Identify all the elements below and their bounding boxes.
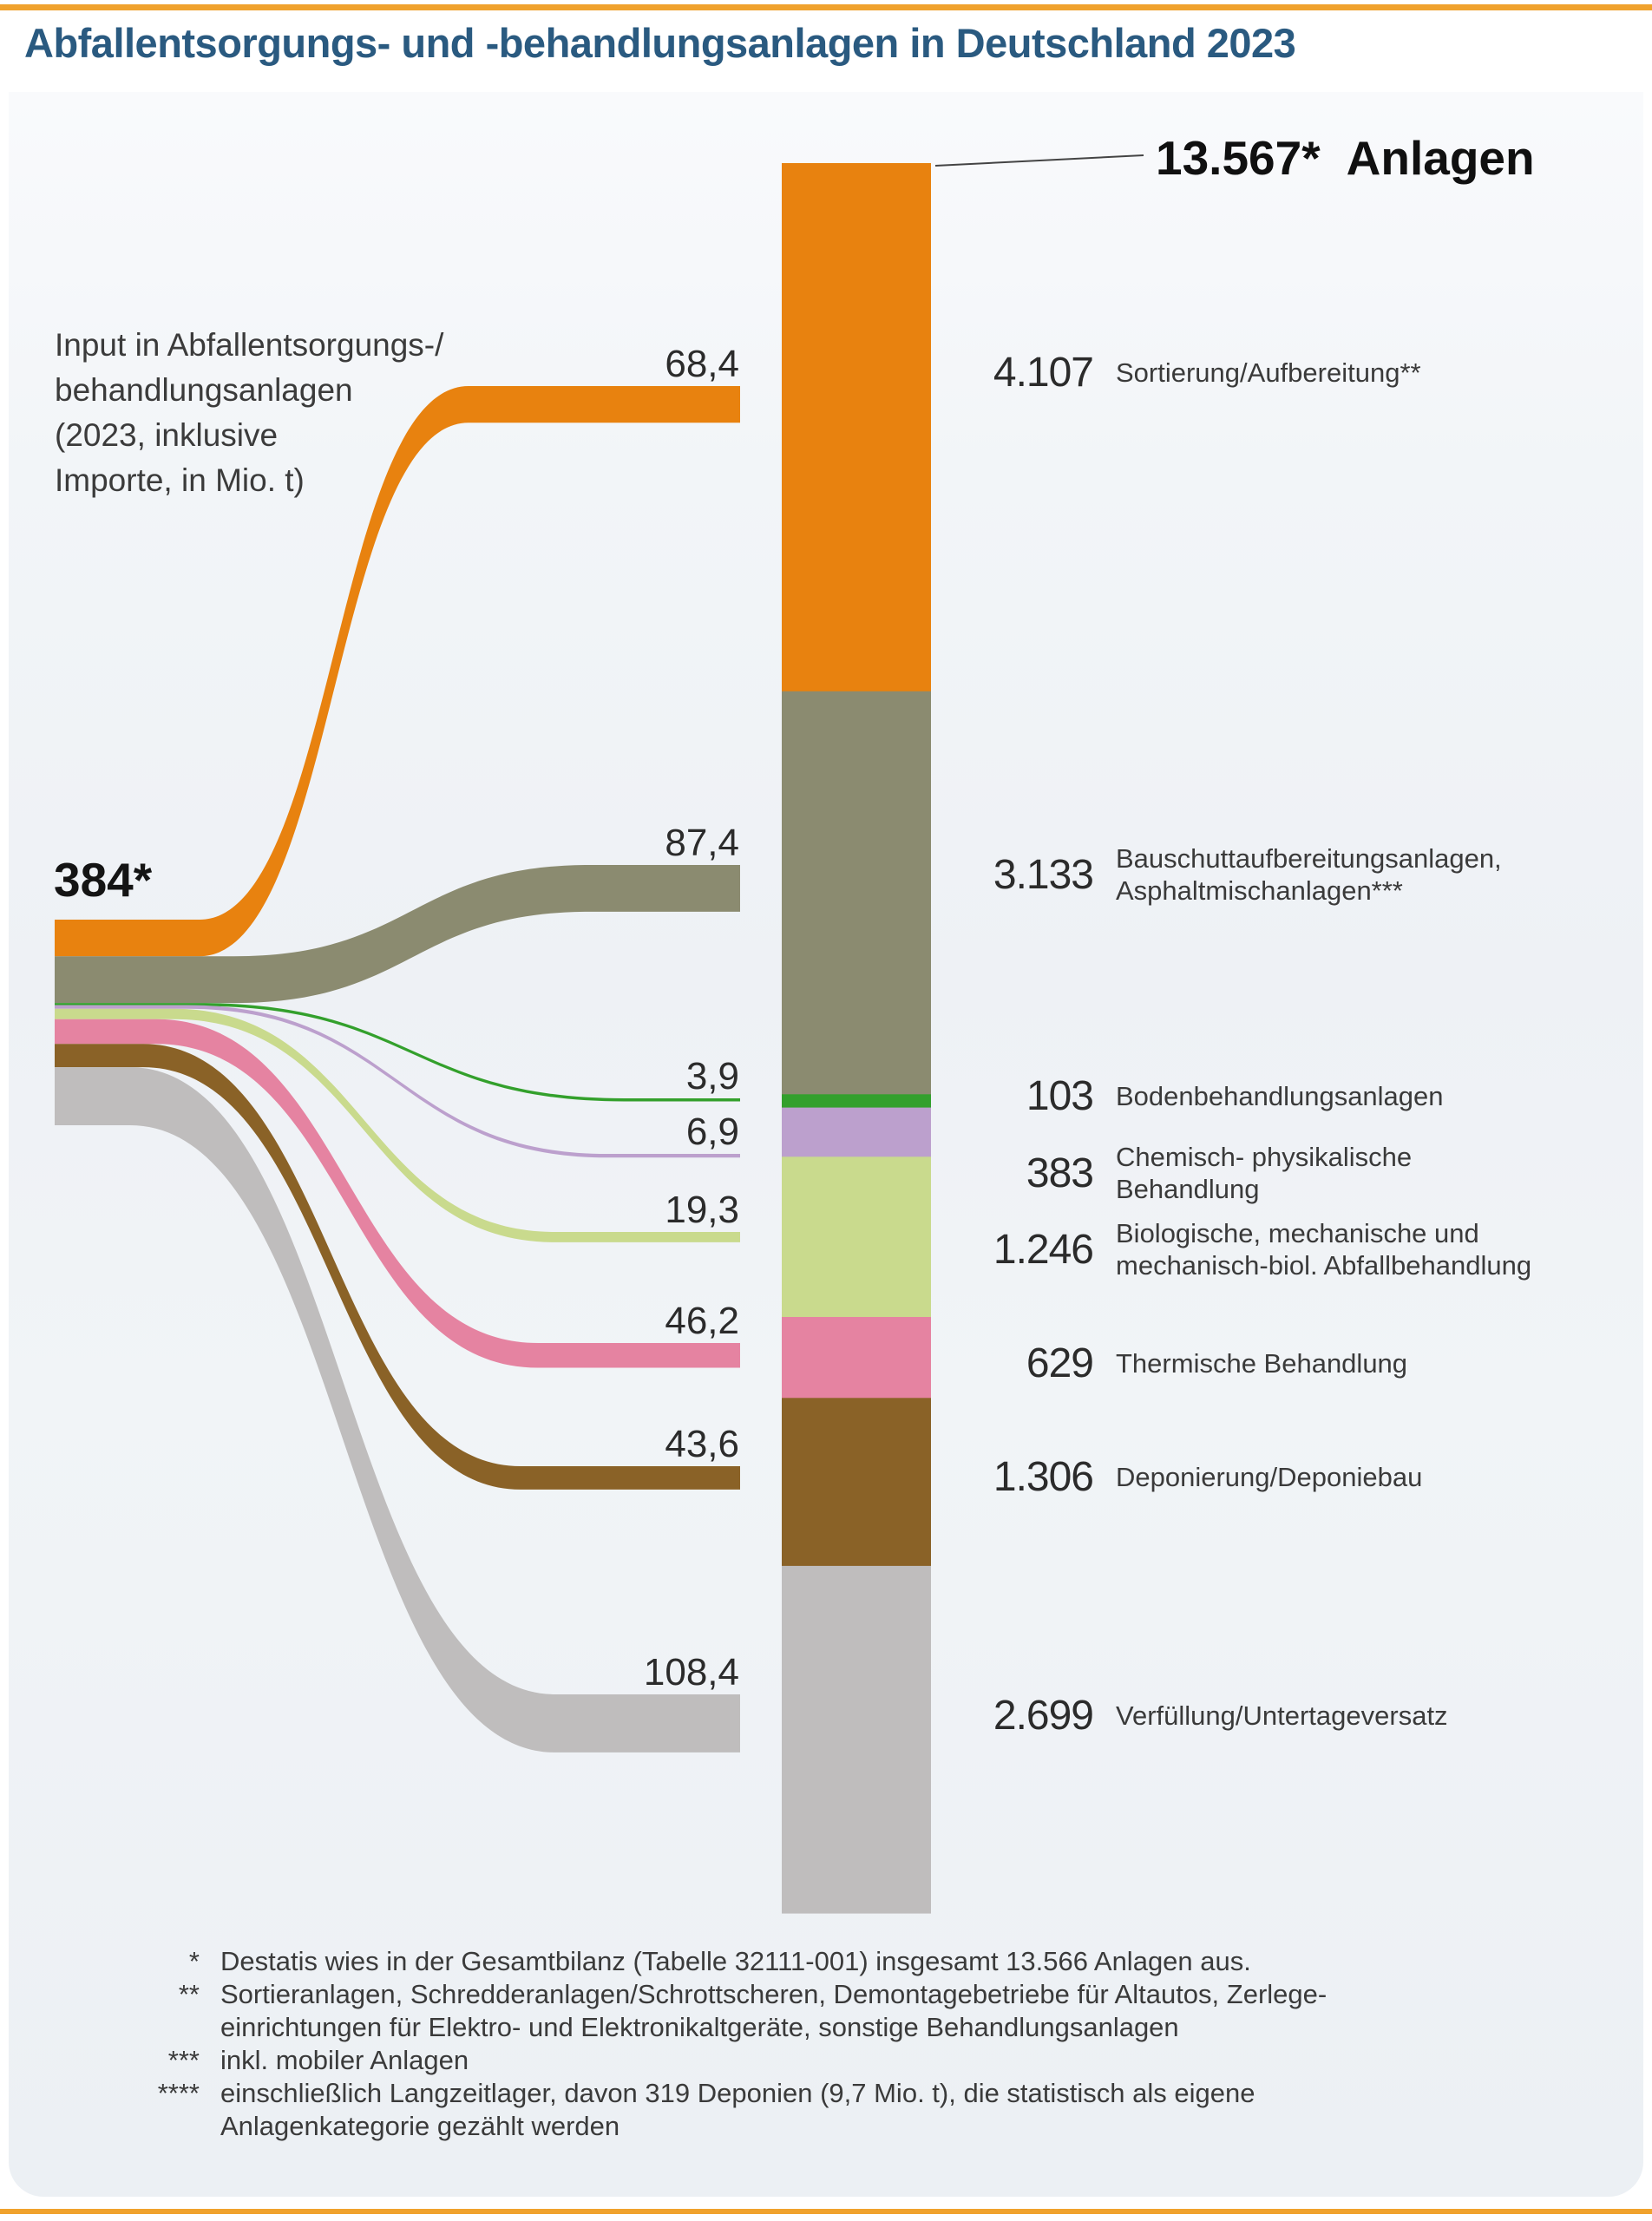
category-row-biologisch: 1.246 Biologische, mechanische und mecha…: [937, 1210, 1631, 1288]
flow-value-deponie: 43,6: [665, 1423, 739, 1465]
footnote-row: **** einschließlich Langzeitlager, davon…: [91, 2077, 1514, 2143]
total-input-value: 384*: [54, 853, 153, 907]
anlagen-count: 629: [1026, 1340, 1094, 1386]
footnote-text: Sortieranlagen, Schredderanlagen/Schrott…: [220, 1979, 1328, 2042]
category-label: Deponierung/Deponiebau: [1116, 1461, 1423, 1492]
bar-segment-verfuellung: [782, 1565, 931, 1914]
flow-value-chemisch: 6,9: [685, 1110, 739, 1153]
anlagen-count: 103: [1026, 1072, 1094, 1119]
page-title: Abfallentsorgungs- und -behandlungsanlag…: [24, 20, 1296, 66]
bar-segment-chemisch: [782, 1107, 931, 1157]
footnote-text: Destatis wies in der Gesamtbilanz (Tabel…: [220, 1946, 1251, 1976]
bar-segment-boden: [782, 1094, 931, 1109]
total-anlagen-suffix: Anlagen: [1346, 131, 1535, 185]
anlagen-count: 4.107: [993, 349, 1094, 396]
top-accent-line: [0, 4, 1652, 10]
category-label: Bauschuttaufbereitungsanlagen, Asphaltmi…: [1116, 843, 1502, 906]
flow-verfuellung: [55, 1067, 740, 1753]
flow-bauschutt: [55, 865, 740, 1004]
footnote-row: ** Sortieranlagen, Schredderanlagen/Schr…: [91, 1978, 1514, 2044]
bar-segment-deponie: [782, 1398, 931, 1567]
flow-deponie: [55, 1044, 740, 1490]
total-anlagen-callout: 13.567* Anlagen: [1156, 130, 1535, 186]
flow-value-verfuellung: 108,4: [643, 1651, 739, 1694]
footnote-marker: *: [188, 1946, 200, 1976]
flow-value-boden: 3,9: [685, 1055, 739, 1097]
footnote-marker: ***: [167, 2045, 200, 2075]
anlagen-count: 1.246: [993, 1226, 1094, 1273]
category-row-bauschutt: 3.133 Bauschuttaufbereitungsanlagen, Asp…: [937, 835, 1631, 914]
total-anlagen-pointer-line: [934, 154, 1144, 167]
anlagen-count: 3.133: [993, 851, 1094, 898]
footnote-row: * Destatis wies in der Gesamtbilanz (Tab…: [91, 1945, 1514, 1978]
flow-chemisch: [55, 1005, 740, 1158]
flow-value-bauschutt: 87,4: [665, 822, 739, 864]
category-row-boden: 103 Bodenbehandlungsanlagen: [937, 1070, 1631, 1122]
footnotes: * Destatis wies in der Gesamtbilanz (Tab…: [91, 1945, 1514, 2143]
category-label: Chemisch- physikalische Behandlung: [1116, 1142, 1413, 1204]
category-label: Sortierung/Aufbereitung**: [1116, 357, 1421, 388]
category-label: Thermische Behandlung: [1116, 1347, 1408, 1379]
bar-segment-bauschutt: [782, 691, 931, 1095]
category-row-sortierung: 4.107 Sortierung/Aufbereitung**: [937, 346, 1631, 398]
bottom-accent-line: [0, 2209, 1652, 2214]
footnote-text: einschließlich Langzeitlager, davon 319 …: [220, 2078, 1255, 2141]
category-label: Bodenbehandlungsanlagen: [1116, 1080, 1444, 1111]
flow-value-biologisch: 19,3: [665, 1189, 739, 1231]
footnote-text: inkl. mobiler Anlagen: [220, 2045, 469, 2075]
bar-segment-thermisch: [782, 1317, 931, 1399]
anlagen-count: 1.306: [993, 1453, 1094, 1500]
footnote-marker: **: [178, 1979, 200, 2009]
footnote-row: *** inkl. mobiler Anlagen: [91, 2044, 1514, 2077]
flow-value-sortierung: 68,4: [665, 343, 739, 385]
category-row-chemisch: 383 Chemisch- physikalische Behandlung: [937, 1134, 1631, 1212]
bar-segment-biologisch: [782, 1156, 931, 1318]
anlagen-count: 2.699: [993, 1692, 1094, 1739]
footnote-marker: ****: [157, 2078, 200, 2108]
category-label: Verfüllung/Untertageversatz: [1116, 1700, 1448, 1731]
category-row-verfuellung: 2.699 Verfüllung/Untertageversatz: [937, 1689, 1631, 1741]
anlagen-count: 383: [1026, 1150, 1094, 1196]
category-row-deponie: 1.306 Deponierung/Deponiebau: [937, 1451, 1631, 1503]
input-axis-label: Input in Abfallentsorgungs-/ behandlungs…: [55, 327, 444, 498]
total-anlagen-value: 13.567*: [1156, 131, 1321, 185]
flow-value-thermisch: 46,2: [665, 1300, 739, 1342]
category-row-thermisch: 629 Thermische Behandlung: [937, 1337, 1631, 1389]
category-label: Biologische, mechanische und mechanisch-…: [1116, 1218, 1532, 1281]
bar-segment-sortierung: [782, 163, 931, 692]
